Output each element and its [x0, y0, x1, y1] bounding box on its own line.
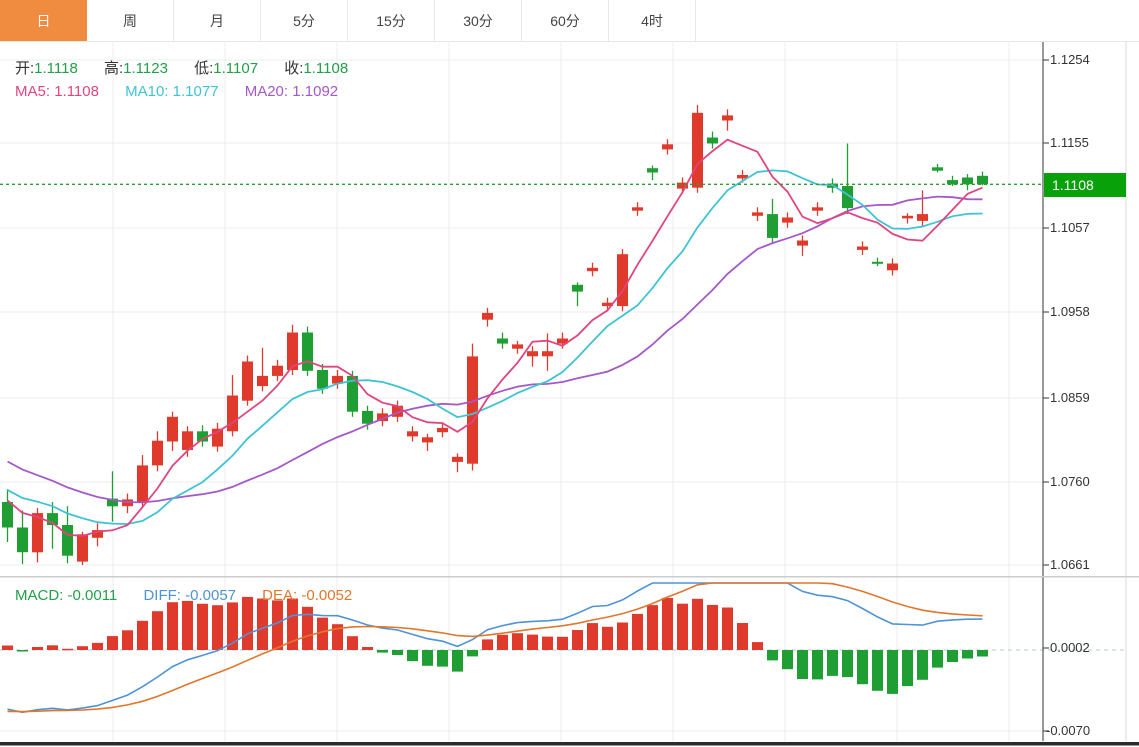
ma20-label: MA20:	[244, 83, 289, 100]
period-tabbar: 日周月 5分 15分 30分 60分 4时	[0, 0, 1139, 42]
ma10-value: 1.1077	[172, 83, 219, 100]
price-tick-label: 1.0859	[1050, 390, 1090, 405]
tab-4hour[interactable]: 4时	[609, 0, 696, 41]
open-value: 1.1118	[34, 60, 78, 77]
macd-label: MACD:	[15, 587, 64, 604]
diff-line	[7, 582, 983, 714]
tab-day[interactable]: 日	[0, 0, 87, 41]
dea-line	[7, 582, 983, 713]
low-value: 1.1107	[213, 60, 259, 77]
tab-5min[interactable]: 5分	[261, 0, 348, 41]
ma5-label: MA5:	[15, 83, 51, 100]
price-tick-label: 1.1155	[1050, 135, 1089, 150]
ma5-value: 1.1108	[54, 83, 99, 100]
candles-layer	[2, 105, 988, 565]
price-tick-label: 1.0661	[1050, 557, 1090, 572]
dea-value: -0.0052	[301, 587, 353, 604]
high-value: 1.1123	[123, 60, 168, 77]
macd-tick-label: 0.0002	[1050, 640, 1090, 655]
open-label: 开:	[15, 60, 35, 77]
diff-value: -0.0057	[185, 587, 236, 604]
current-price-tag: 1.1108	[1044, 173, 1126, 197]
tab-30min[interactable]: 30分	[435, 0, 522, 41]
close-value: 1.1108	[303, 60, 349, 77]
macd-value: -0.0011	[67, 587, 118, 604]
ma10-line	[7, 169, 983, 525]
ohlc-readout: 开:1.1118 高:1.1123 低:1.1107 收:1.1108	[15, 57, 370, 78]
ma20-line	[7, 195, 983, 504]
price-tick-label: 1.0958	[1050, 304, 1090, 319]
diff-label: DIFF:	[143, 587, 181, 604]
high-label: 高:	[104, 60, 124, 77]
ma20-value: 1.1092	[292, 83, 339, 100]
price-tick-label: 1.0760	[1050, 474, 1090, 489]
price-tick-label: 1.1057	[1050, 220, 1090, 235]
low-label: 低:	[194, 60, 214, 77]
macd-histogram-layer	[2, 596, 988, 694]
ma10-label: MA10:	[125, 83, 169, 100]
tab-15min[interactable]: 15分	[348, 0, 435, 41]
macd-tick-label: -0.0070	[1046, 723, 1091, 738]
ma5-line	[6, 138, 983, 537]
macd-readout: MACD: -0.0011 DIFF: -0.0057 DEA: -0.0052	[15, 587, 374, 604]
tab-60min[interactable]: 60分	[522, 0, 609, 41]
price-tick-label: 1.1254	[1050, 52, 1090, 67]
tab-month[interactable]: 月	[174, 0, 261, 41]
ma-readout: MA5: 1.1108 MA10: 1.1077 MA20: 1.1092	[15, 83, 360, 100]
tab-week[interactable]: 周	[87, 0, 174, 41]
dea-label: DEA:	[262, 587, 298, 604]
close-label: 收:	[284, 60, 304, 77]
